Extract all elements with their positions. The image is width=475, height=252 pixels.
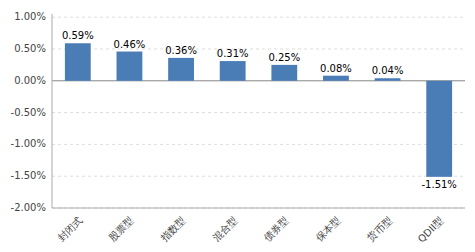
grid <box>52 17 465 208</box>
data-label: 0.25% <box>268 52 300 63</box>
data-label: 0.46% <box>114 39 146 50</box>
y-tick-label: -1.00% <box>11 138 46 149</box>
chart-container: -2.00% -1.50% -1.00% -0.50% 0.00% 0.50% 1.00% 0… <box>0 0 475 252</box>
data-label: 0.08% <box>320 63 352 74</box>
y-tick-label: -0.50% <box>11 107 46 118</box>
chart-svg: -2.00% -1.50% -1.00% -0.50% 0.00% 0.50% 1.00% 0… <box>0 0 475 252</box>
grid-line <box>52 208 465 209</box>
grid-line <box>52 17 465 18</box>
x-tick-label: 指数型 <box>158 215 188 245</box>
x-tick-label: 债券型 <box>262 215 291 244</box>
y-tick-label: 0.50% <box>14 43 46 54</box>
bar <box>65 43 91 81</box>
data-label: -1.51% <box>421 179 456 190</box>
grid-line <box>52 176 465 177</box>
bar <box>375 78 401 81</box>
bar <box>117 52 143 81</box>
x-tick-label: 股票型 <box>107 215 136 244</box>
y-tick-label: -1.50% <box>11 170 46 181</box>
bar <box>220 61 246 81</box>
zero-line <box>52 80 465 81</box>
bar <box>271 65 297 81</box>
data-label: 0.04% <box>372 65 404 76</box>
grid-line <box>52 144 465 145</box>
grid-line <box>52 112 465 113</box>
y-axis-line <box>52 14 53 208</box>
x-axis-ticks: 封闭式股票型指数型混合型债券型保本型货币型 QDII型 <box>55 215 445 245</box>
y-tick-label: -2.00% <box>11 202 46 213</box>
x-tick-label: 混合型 <box>210 215 239 244</box>
bar <box>323 76 349 81</box>
x-tick-label: QDII型 <box>416 215 446 245</box>
x-tick-label: 货币型 <box>365 215 394 244</box>
data-label: 0.36% <box>165 45 197 56</box>
x-tick-label: 保本型 <box>313 215 342 244</box>
data-label: 0.59% <box>62 30 94 41</box>
data-labels: 0.59% 0.46% 0.36% 0.31% 0.25% 0.08% 0.04% -1.51… <box>62 30 457 190</box>
y-axis-ticks: -2.00% -1.50% -1.00% -0.50% 0.00% 0.50% 1.00% <box>11 11 46 213</box>
data-label: 0.31% <box>217 48 249 59</box>
bar <box>168 58 194 81</box>
y-tick-label: 1.00% <box>14 11 46 22</box>
x-tick-label: 封闭式 <box>55 215 84 244</box>
bar <box>426 81 452 177</box>
y-tick-label: 0.00% <box>14 75 46 86</box>
bars <box>65 43 452 177</box>
x-axis-line <box>52 208 465 209</box>
